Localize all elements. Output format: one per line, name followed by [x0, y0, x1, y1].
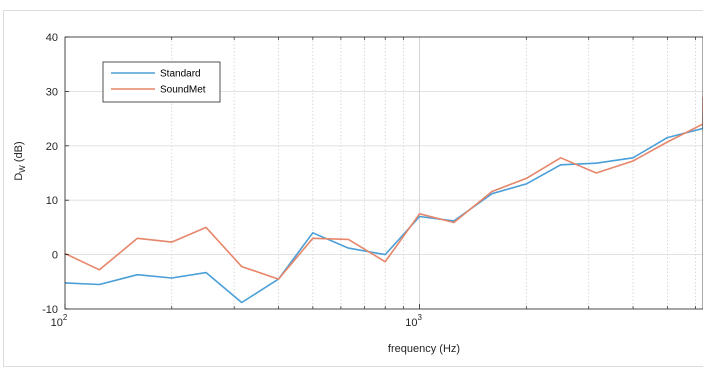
x-tick-label-exponent: 3	[417, 313, 422, 322]
y-tick-label: 20	[46, 141, 58, 153]
y-tick-label: -10	[42, 304, 58, 316]
legend-label-soundmet: SoundMet	[160, 85, 206, 96]
y-tick-label: 0	[52, 250, 58, 262]
y-axis-label-unit: (dB)	[13, 141, 25, 165]
y-axis-label-base: D	[13, 173, 25, 181]
y-tick-label: 30	[46, 86, 58, 98]
y-axis-label: DW (dB)	[13, 141, 27, 180]
legend: Standard SoundMet	[103, 62, 220, 102]
legend-label-standard: Standard	[160, 69, 201, 80]
x-axis-label: frequency (Hz)	[388, 343, 460, 355]
x-tick-label-exponent: 2	[63, 313, 68, 322]
x-tick-label-base: 10	[51, 317, 63, 329]
y-tick-label: 40	[46, 32, 58, 44]
x-tick-label-base: 10	[405, 317, 417, 329]
y-tick-label: 10	[46, 195, 58, 207]
